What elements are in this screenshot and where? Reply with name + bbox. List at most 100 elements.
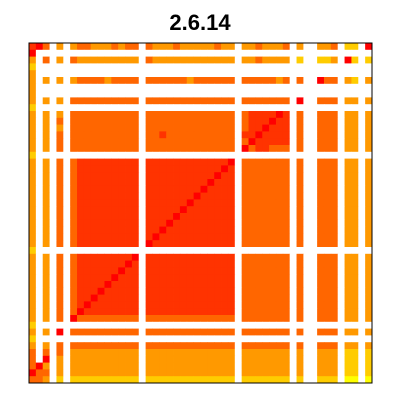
heatmap-cell xyxy=(317,97,324,104)
heatmap-cell xyxy=(50,281,57,288)
heatmap-cell xyxy=(146,193,153,200)
heatmap-cell xyxy=(29,254,36,261)
heatmap-cell xyxy=(221,213,228,220)
heatmap-cell xyxy=(84,206,91,213)
heatmap-cell xyxy=(36,125,43,132)
heatmap-cell xyxy=(207,274,214,281)
heatmap-cell xyxy=(310,57,317,64)
heatmap-cell xyxy=(221,274,228,281)
heatmap-cell xyxy=(77,57,84,64)
heatmap-cell xyxy=(269,138,276,145)
heatmap-cell xyxy=(43,50,50,57)
heatmap-cell xyxy=(201,356,208,363)
heatmap-cell xyxy=(351,193,358,200)
heatmap-cell xyxy=(310,356,317,363)
heatmap-cell xyxy=(29,227,36,234)
heatmap-cell xyxy=(221,70,228,77)
heatmap-cell xyxy=(331,247,338,254)
heatmap-cell xyxy=(242,199,249,206)
heatmap-cell xyxy=(262,329,269,336)
heatmap-cell xyxy=(36,199,43,206)
heatmap-cell xyxy=(159,186,166,193)
heatmap-cell xyxy=(201,50,208,57)
heatmap-cell xyxy=(104,233,111,240)
heatmap-cell xyxy=(310,227,317,234)
heatmap-cell xyxy=(276,57,283,64)
heatmap-cell xyxy=(63,63,70,70)
heatmap-cell xyxy=(228,104,235,111)
heatmap-cell xyxy=(345,206,352,213)
heatmap-cell xyxy=(118,206,125,213)
heatmap-cell xyxy=(351,199,358,206)
heatmap-cell xyxy=(50,363,57,370)
heatmap-cell xyxy=(104,138,111,145)
heatmap-cell xyxy=(125,63,132,70)
heatmap-cell xyxy=(249,186,256,193)
heatmap-cell xyxy=(159,111,166,118)
heatmap-cell xyxy=(249,308,256,315)
heatmap-cell xyxy=(297,335,304,342)
heatmap-cell xyxy=(159,315,166,322)
heatmap-cell xyxy=(118,104,125,111)
heatmap-cell xyxy=(324,165,331,172)
heatmap-cell xyxy=(63,308,70,315)
heatmap-cell xyxy=(290,295,297,302)
heatmap-cell xyxy=(173,125,180,132)
heatmap-cell xyxy=(152,63,159,70)
heatmap-cell xyxy=(207,363,214,370)
heatmap-cell xyxy=(235,329,242,336)
heatmap-cell xyxy=(214,206,221,213)
heatmap-cell xyxy=(365,77,372,84)
heatmap-cell xyxy=(180,104,187,111)
heatmap-cell xyxy=(98,186,105,193)
heatmap-cell xyxy=(166,288,173,295)
heatmap-cell xyxy=(358,288,365,295)
heatmap-cell xyxy=(98,261,105,268)
heatmap-cell xyxy=(77,70,84,77)
heatmap-cell xyxy=(180,97,187,104)
heatmap-cell xyxy=(43,356,50,363)
heatmap-cell xyxy=(84,288,91,295)
heatmap-cell xyxy=(111,193,118,200)
heatmap-cell xyxy=(201,199,208,206)
heatmap-cell xyxy=(365,118,372,125)
heatmap-cell xyxy=(365,70,372,77)
heatmap-cell xyxy=(221,111,228,118)
heatmap-cell xyxy=(152,315,159,322)
heatmap-cell xyxy=(269,308,276,315)
heatmap-cell xyxy=(242,131,249,138)
heatmap-cell xyxy=(242,315,249,322)
heatmap-cell xyxy=(159,369,166,376)
heatmap-cell xyxy=(338,213,345,220)
heatmap-cell xyxy=(70,63,77,70)
heatmap-cell xyxy=(104,145,111,152)
heatmap-cell xyxy=(146,91,153,98)
heatmap-cell xyxy=(338,57,345,64)
heatmap-cell xyxy=(249,84,256,91)
heatmap-cell xyxy=(331,77,338,84)
heatmap-cell xyxy=(207,57,214,64)
heatmap-cell xyxy=(36,77,43,84)
heatmap-cell xyxy=(187,138,194,145)
heatmap-cell xyxy=(36,261,43,268)
heatmap-cell xyxy=(139,233,146,240)
heatmap-cell xyxy=(276,118,283,125)
heatmap-cell xyxy=(132,254,139,261)
heatmap-cell xyxy=(262,84,269,91)
heatmap-cell xyxy=(235,111,242,118)
heatmap-cell xyxy=(152,172,159,179)
heatmap-cell xyxy=(255,57,262,64)
heatmap-cell xyxy=(91,77,98,84)
heatmap-cell xyxy=(351,335,358,342)
heatmap-cell xyxy=(317,233,324,240)
heatmap-cell xyxy=(139,315,146,322)
heatmap-cell xyxy=(297,97,304,104)
heatmap-cell xyxy=(269,329,276,336)
heatmap-cell xyxy=(98,369,105,376)
heatmap-cell xyxy=(324,104,331,111)
heatmap-cell xyxy=(324,199,331,206)
heatmap-cell xyxy=(338,369,345,376)
heatmap-cell xyxy=(269,376,276,383)
heatmap-cell xyxy=(249,111,256,118)
heatmap-cell xyxy=(283,172,290,179)
